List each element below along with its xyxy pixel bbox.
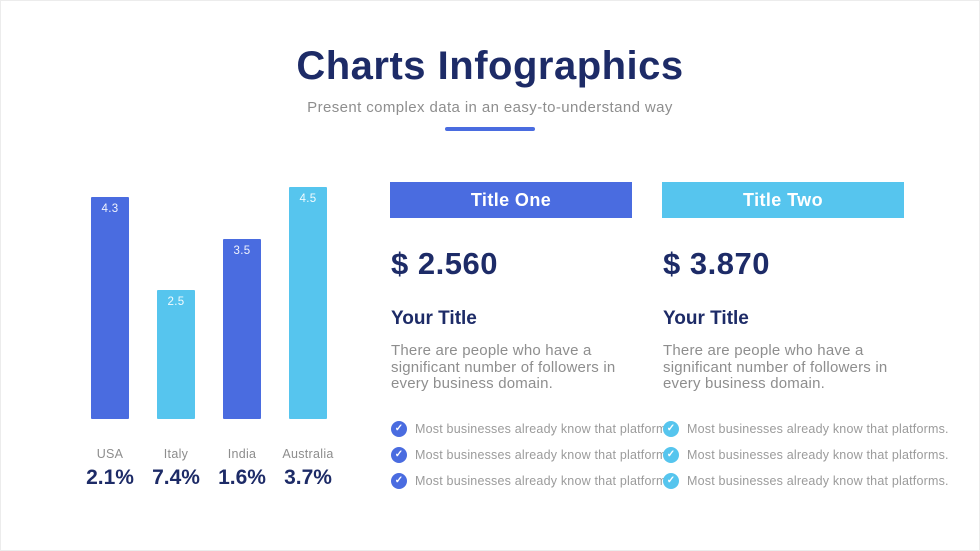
bullet-item: Most businesses already know that platfo…	[663, 421, 949, 437]
column-two-description: There are people who have a significant …	[663, 342, 888, 392]
percent-label: 1.6%	[218, 466, 266, 489]
percent-label: 7.4%	[152, 466, 200, 489]
check-circle-icon	[391, 447, 407, 463]
check-circle-icon	[391, 473, 407, 489]
bar-usa: 4.3	[91, 197, 129, 419]
check-circle-icon	[663, 421, 679, 437]
column-one-amount: $ 2.560	[391, 246, 498, 281]
bar-italy: 2.5	[157, 290, 195, 419]
bullet-text: Most businesses already know that platfo…	[687, 422, 949, 436]
column-two-amount: $ 3.870	[663, 246, 770, 281]
bar-value-label: 3.5	[233, 245, 251, 257]
bullet-item: Most businesses already know that platfo…	[391, 421, 677, 437]
check-circle-icon	[663, 447, 679, 463]
bar-value-label: 4.3	[101, 203, 119, 215]
bar-chart-percent-labels: 2.1% 7.4% 1.6% 3.7%	[77, 466, 341, 490]
bar-chart-category-labels: USA Italy India Australia	[77, 447, 341, 461]
bar-india: 3.5	[223, 239, 261, 419]
column-two-header: Title Two	[662, 182, 904, 218]
category-label: Italy	[163, 447, 189, 461]
check-circle-icon	[391, 421, 407, 437]
column-one-description: There are people who have a significant …	[391, 342, 616, 392]
info-column-two: Title Two $ 3.870 Your Title There are p…	[662, 182, 949, 489]
category-label: Australia	[282, 447, 334, 461]
info-column-one: Title One $ 2.560 Your Title There are p…	[390, 182, 677, 489]
column-two-bullet-list: Most businesses already know that platfo…	[663, 421, 949, 499]
column-one-bullet-list: Most businesses already know that platfo…	[391, 421, 677, 499]
category-label: India	[227, 447, 257, 461]
bar-value-label: 2.5	[167, 296, 185, 308]
bullet-text: Most businesses already know that platfo…	[687, 474, 949, 488]
bullet-item: Most businesses already know that platfo…	[391, 473, 677, 489]
column-one-header: Title One	[390, 182, 632, 218]
page-title: Charts Infographics	[296, 44, 684, 88]
column-one-subtitle: Your Title	[391, 308, 477, 329]
percent-label: 3.7%	[284, 466, 332, 489]
category-label: USA	[96, 447, 124, 461]
bullet-item: Most businesses already know that platfo…	[663, 473, 949, 489]
percent-label: 2.1%	[86, 466, 134, 489]
page-subtitle: Present complex data in an easy-to-under…	[307, 99, 673, 116]
bullet-item: Most businesses already know that platfo…	[663, 447, 949, 463]
bullet-text: Most businesses already know that platfo…	[415, 422, 677, 436]
bar-value-label: 4.5	[299, 193, 317, 205]
column-two-subtitle: Your Title	[663, 308, 749, 329]
bullet-item: Most businesses already know that platfo…	[391, 447, 677, 463]
check-circle-icon	[663, 473, 679, 489]
bar-chart: 4.3 2.5 3.5 4.5	[77, 187, 341, 419]
title-underline-divider	[445, 127, 535, 131]
bullet-text: Most businesses already know that platfo…	[415, 474, 677, 488]
bullet-text: Most businesses already know that platfo…	[415, 448, 677, 462]
bar-australia: 4.5	[289, 187, 327, 419]
bullet-text: Most businesses already know that platfo…	[687, 448, 949, 462]
